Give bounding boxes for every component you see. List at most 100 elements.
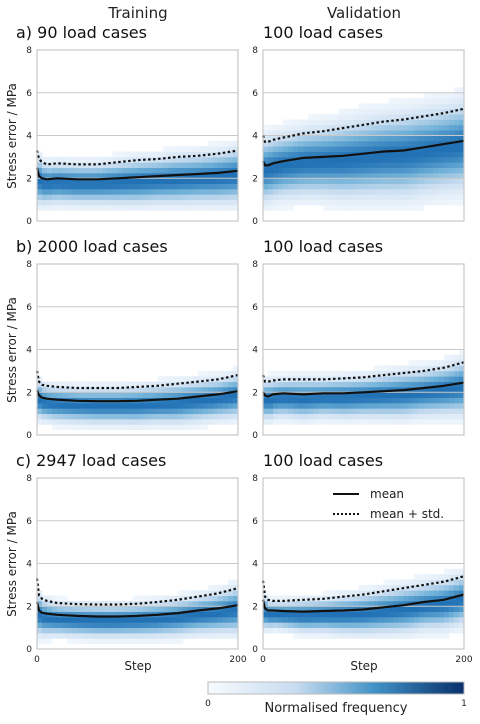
- heatmap-cell: [328, 151, 334, 158]
- heatmap-cell: [418, 151, 425, 158]
- heatmap-cell: [172, 386, 179, 393]
- heatmap-cell: [458, 87, 465, 94]
- heatmap-cell: [122, 381, 128, 388]
- heatmap-cell: [227, 413, 234, 420]
- heatmap-cell: [413, 199, 420, 206]
- heatmap-cell: [172, 397, 179, 404]
- heatmap-cell: [448, 606, 455, 612]
- heatmap-cell: [323, 124, 329, 131]
- heatmap-cell: [202, 595, 209, 602]
- heatmap-cell: [162, 622, 169, 629]
- heatmap-cell: [107, 199, 113, 206]
- heatmap-cell: [192, 622, 199, 629]
- heatmap-cell: [278, 622, 284, 629]
- heatmap-cell: [77, 386, 83, 393]
- heatmap-cell: [398, 199, 405, 206]
- heatmap-cell: [147, 595, 153, 602]
- heatmap-cell: [388, 595, 395, 602]
- heatmap-cell: [303, 413, 309, 420]
- heatmap-cell: [122, 392, 128, 398]
- heatmap-cell: [353, 178, 359, 184]
- heatmap-cell: [227, 408, 234, 415]
- heatmap-cell: [308, 114, 314, 120]
- heatmap-cell: [398, 370, 405, 377]
- heatmap-cell: [288, 418, 294, 425]
- heatmap-cell: [423, 413, 430, 420]
- heatmap-cell: [423, 386, 430, 393]
- heatmap-cell: [453, 408, 460, 415]
- heatmap-cell: [283, 595, 289, 602]
- heatmap-cell: [433, 370, 440, 377]
- heatmap-cell: [338, 376, 344, 382]
- heatmap-cell: [368, 611, 374, 618]
- heatmap-cell: [423, 124, 430, 131]
- heatmap-cell: [137, 632, 143, 639]
- heatmap-cell: [383, 135, 390, 142]
- heatmap-cell: [37, 590, 43, 596]
- heatmap-cell: [433, 146, 440, 152]
- heatmap-cell: [303, 119, 309, 126]
- heatmap-cell: [217, 376, 224, 382]
- heatmap-cell: [122, 194, 128, 201]
- heatmap-cell: [418, 408, 425, 415]
- heatmap-cell: [112, 616, 118, 623]
- heatmap-cell: [283, 130, 289, 136]
- heatmap-cell: [403, 632, 410, 639]
- heatmap-cell: [428, 360, 435, 366]
- heatmap-cell: [438, 103, 445, 110]
- heatmap-cell: [438, 595, 445, 602]
- heatmap-cell: [177, 381, 184, 388]
- heatmap-cell: [293, 119, 299, 126]
- heatmap-cell: [438, 418, 445, 425]
- heatmap-cell: [368, 178, 374, 184]
- heatmap-cell: [393, 579, 400, 586]
- heatmap-cell: [303, 172, 309, 179]
- heatmap-cell: [117, 204, 123, 211]
- heatmap-cell: [378, 365, 384, 372]
- heatmap-cell: [383, 140, 390, 147]
- heatmap-cell: [232, 151, 239, 158]
- heatmap-cell: [453, 188, 460, 195]
- heatmap-cell: [328, 595, 334, 602]
- heatmap-cell: [303, 386, 309, 393]
- heatmap-cell: [418, 167, 425, 174]
- heatmap-cell: [142, 183, 148, 190]
- heatmap-cell: [378, 135, 384, 142]
- heatmap-cell: [318, 408, 324, 415]
- heatmap-cell: [333, 188, 339, 195]
- heatmap-cell: [383, 584, 390, 591]
- heatmap-cell: [368, 386, 374, 393]
- heatmap-cell: [343, 392, 349, 398]
- panel-frame: [36, 49, 239, 222]
- heatmap-cell: [443, 172, 450, 179]
- heatmap-cell: [122, 172, 128, 179]
- heatmap-cell: [323, 140, 329, 147]
- heatmap-cell: [293, 616, 299, 623]
- heatmap-cell: [323, 183, 329, 190]
- series-mean-std-line: [35, 149, 239, 166]
- heatmap-cell: [92, 402, 98, 409]
- heatmap-cell: [273, 146, 279, 152]
- y-tick-label: 2: [252, 602, 258, 612]
- heatmap-cell: [102, 627, 108, 634]
- heatmap-cell: [453, 397, 460, 404]
- heatmap-cell: [458, 600, 465, 607]
- heatmap-cell: [132, 616, 138, 623]
- heatmap-cell: [418, 397, 425, 404]
- heatmap-cell: [443, 119, 450, 126]
- heatmap-cell: [278, 162, 284, 168]
- heatmap-cell: [112, 408, 118, 415]
- heatmap-cell: [338, 114, 344, 120]
- x-tick-label: 200: [455, 655, 472, 665]
- heatmap-cell: [52, 627, 58, 634]
- heatmap-cell: [197, 616, 204, 623]
- heatmap-cell: [358, 140, 364, 147]
- heatmap-cell: [283, 188, 289, 195]
- heatmap-cell: [62, 424, 68, 431]
- heatmap-cell: [373, 194, 379, 201]
- heatmap-cell: [177, 632, 184, 639]
- x-tick-label: 0: [260, 655, 266, 665]
- heatmap-cell: [443, 103, 450, 110]
- heatmap-cell: [448, 418, 455, 425]
